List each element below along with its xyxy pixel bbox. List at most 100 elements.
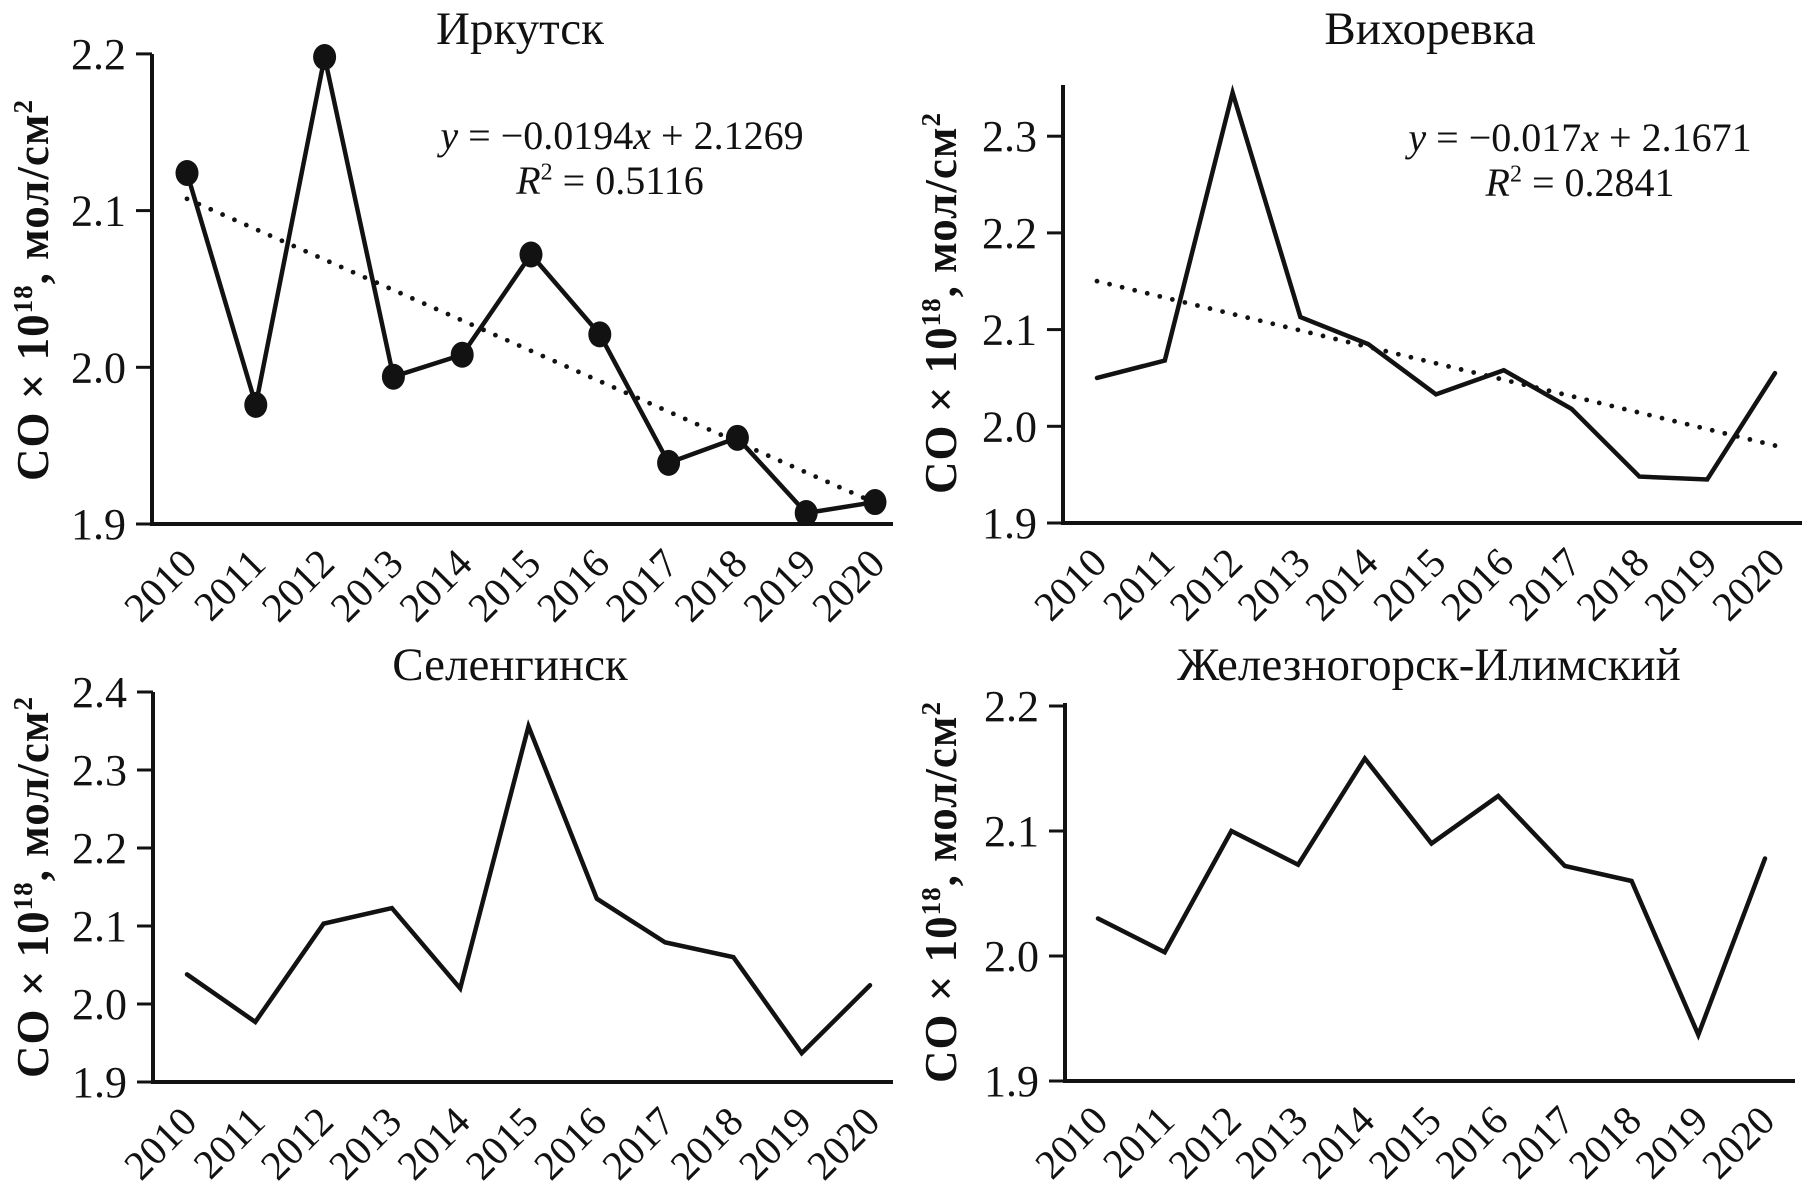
y-axis-label-units-exponent: 2 (916, 701, 946, 716)
y-tick-label: 2.1 (72, 902, 127, 951)
data-line (1095, 754, 1768, 1041)
data-point-marker (588, 321, 612, 348)
x-tick-label: 2010 (1025, 539, 1116, 630)
trendline-dot (1132, 287, 1138, 293)
trendline-dot (516, 343, 522, 349)
trendline-dot (1169, 297, 1175, 302)
trendline-dot (1634, 409, 1640, 415)
x-tick-label: 2012 (252, 540, 343, 631)
trendline-dot (670, 411, 676, 417)
trendline-dot (801, 468, 807, 474)
trendline-dot (504, 337, 510, 343)
trendline-dot (1709, 427, 1715, 433)
chart-title-irkutsk: Иркутск (436, 3, 604, 55)
y-axis-label-units-exponent: 2 (8, 99, 38, 114)
y-tick-label: 1.9 (982, 499, 1037, 548)
y-tick-label: 1.9 (984, 1057, 1039, 1106)
y-axis-label-exponent: 18 (8, 881, 38, 911)
y-tick-label: 2.0 (982, 402, 1037, 451)
trendline-dot (1584, 397, 1590, 403)
trendline-dot (789, 463, 795, 469)
y-axis-label-irkutsk: CO × 1018, мол/см2 (7, 99, 59, 481)
x-tick-label: 2018 (1559, 1097, 1650, 1185)
trendline-dot (623, 390, 629, 396)
trendline-dot (362, 275, 368, 280)
x-tick-label: 2016 (525, 1098, 616, 1185)
trendline-dot (1458, 367, 1464, 372)
chart-title-selenginsk: Селенгинск (392, 639, 628, 691)
trendline-dot (694, 421, 700, 427)
y-axis-label-units: , мол/см (8, 113, 58, 285)
data-line (1094, 84, 1778, 482)
trendline-dot (1684, 421, 1690, 427)
y-tick-label: 2.0 (72, 980, 127, 1029)
trendline-dot (1659, 415, 1665, 421)
x-tick-label: 2016 (1426, 1097, 1517, 1185)
y-tick-label: 2.1 (71, 187, 126, 236)
trendline-dot (1232, 312, 1238, 318)
trendline-dot (1295, 327, 1301, 333)
x-tick-label: 2013 (321, 540, 412, 631)
trendline-dot (682, 416, 688, 422)
x-tick-label: 2011 (1094, 539, 1183, 628)
trendline-dot (409, 296, 415, 301)
y-axis-label-exponent: 18 (916, 297, 946, 327)
x-tick-label: 2016 (1432, 539, 1523, 630)
trendline-dot (1672, 418, 1677, 424)
trendline-dot (765, 453, 771, 459)
y-tick-label: 2.2 (984, 682, 1039, 731)
x-tick-label: 2020 (798, 1098, 889, 1185)
data-point-marker (725, 424, 749, 451)
trendline-dot (1559, 391, 1564, 397)
equation-slope: = −0.017 (1426, 115, 1582, 160)
trendline-dot (1333, 336, 1338, 342)
y-axis-label-units: , мол/см (8, 710, 58, 882)
trendline-dot (1245, 315, 1251, 321)
equation-x-var: x (633, 113, 652, 158)
trendline-dot (255, 227, 261, 233)
trendline-dot (184, 196, 190, 202)
y-axis-label-units: , мол/см (916, 715, 966, 887)
x-tick-label: 2011 (184, 1098, 273, 1185)
trendline-dot (445, 311, 451, 317)
y-tick-label: 2.0 (71, 343, 126, 392)
y-axis-label-zheleznogorsk: CO × 1018, мол/см2 (915, 701, 967, 1083)
trendline-dot (1772, 443, 1778, 448)
trendline-dot (493, 332, 498, 338)
trendline-dot (777, 458, 783, 464)
trendline-dot (350, 269, 356, 275)
trendline-dot (813, 474, 819, 480)
y-axis-label-units-exponent: 2 (8, 696, 38, 711)
equation-intercept: + 2.1671 (1599, 115, 1752, 160)
trendline-dot (1647, 412, 1652, 418)
trendline-dot (706, 427, 712, 432)
trendline-dot (208, 206, 214, 212)
data-point-marker (794, 500, 818, 527)
trendline-dot (315, 254, 320, 259)
x-tick-label: 2017 (1499, 539, 1590, 630)
y-axis-label-exponent: 18 (8, 284, 38, 314)
y-tick-label: 2.2 (982, 209, 1037, 258)
x-tick-label: 2013 (1228, 539, 1319, 630)
trendline-dot (1144, 290, 1150, 296)
x-tick-label: 2018 (1567, 539, 1658, 630)
x-tick-label: 2015 (1364, 539, 1455, 630)
r-squared-exponent: 2 (1509, 161, 1522, 188)
x-tick-label: 2013 (1226, 1097, 1317, 1185)
trendline-dot (267, 233, 273, 238)
trendline-dot (837, 484, 842, 490)
y-axis-label-units-exponent: 2 (916, 112, 946, 127)
x-tick-label: 2018 (661, 1098, 752, 1185)
y-tick-label: 1.9 (71, 500, 126, 549)
x-tick-label: 2014 (388, 1098, 479, 1185)
x-tick-label: 2015 (456, 1098, 547, 1185)
trendline-dot (848, 489, 854, 495)
trendline-dot (611, 385, 617, 390)
y-axis-label-text: CO × 10 (8, 910, 58, 1078)
data-point-marker (519, 241, 543, 268)
data-point-marker (244, 391, 268, 418)
trendline-dot (1220, 309, 1225, 314)
trendline-dot (457, 316, 463, 322)
